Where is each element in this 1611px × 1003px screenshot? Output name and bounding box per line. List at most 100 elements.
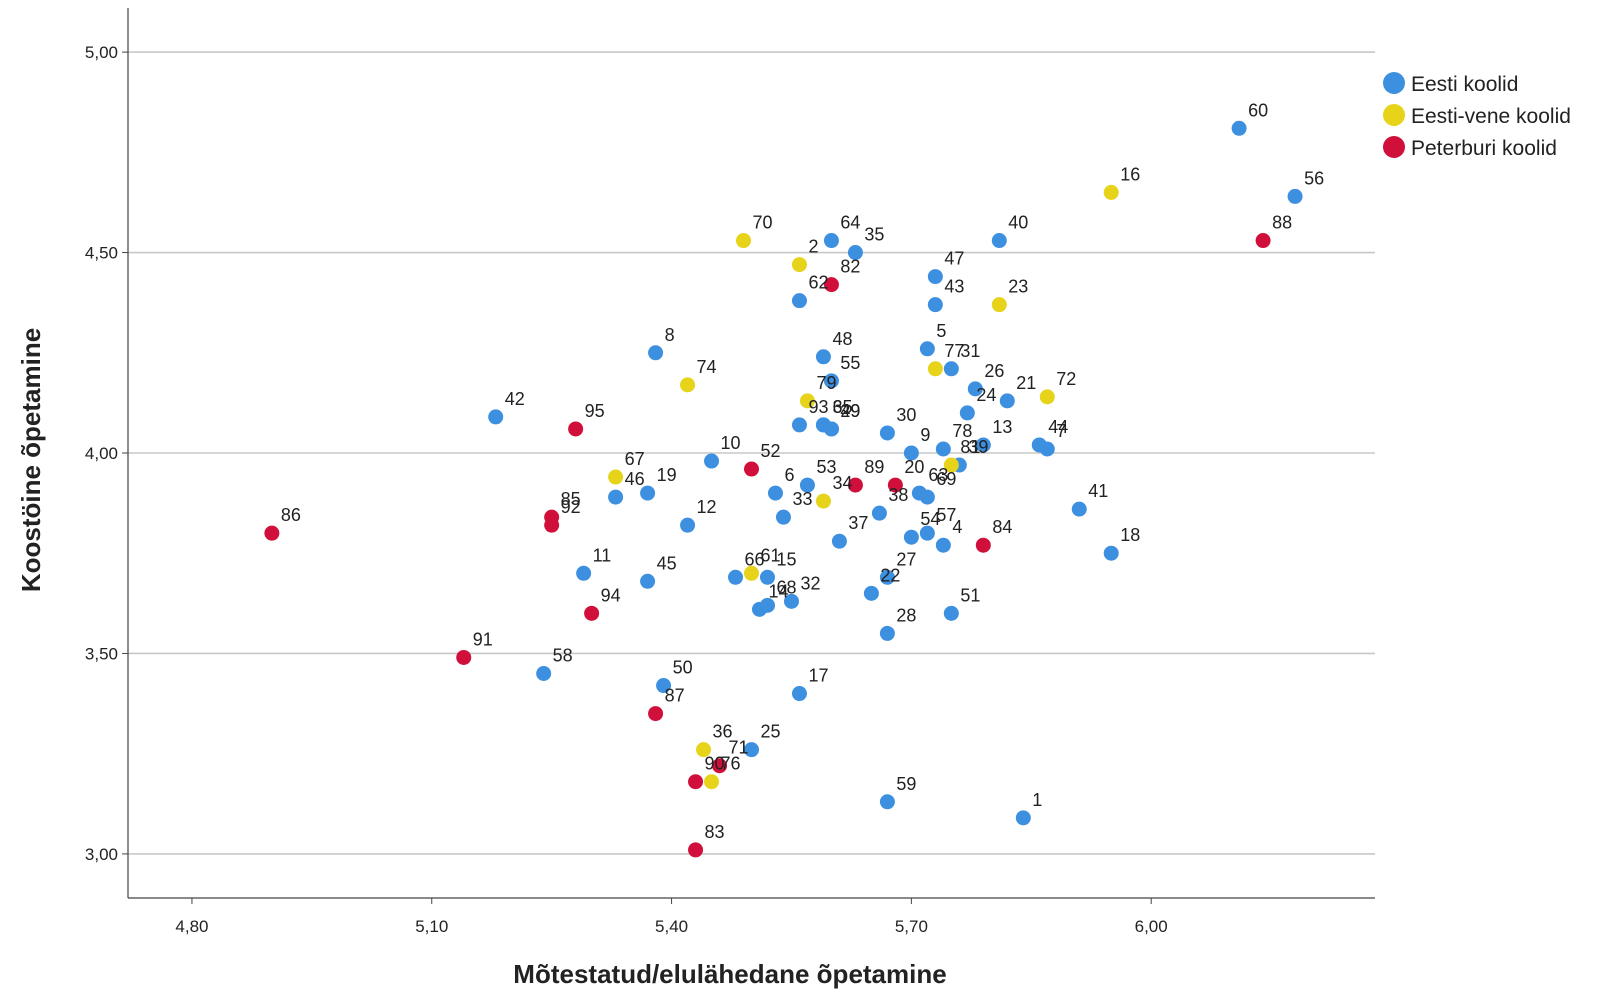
data-point-label: 50 <box>673 658 693 678</box>
data-point-label: 77 <box>944 341 964 361</box>
data-point-label: 47 <box>944 249 964 269</box>
data-point-label: 38 <box>888 485 908 505</box>
data-point-label: 41 <box>1088 481 1108 501</box>
data-point <box>943 457 959 473</box>
data-point-label: 88 <box>1272 213 1292 233</box>
data-point <box>879 794 895 810</box>
data-point-label: 48 <box>832 329 852 349</box>
x-tick-label: 5,10 <box>415 917 448 936</box>
data-point <box>744 742 759 758</box>
data-point <box>680 377 696 393</box>
data-point <box>648 345 664 361</box>
data-point-label: 57 <box>936 505 956 525</box>
data-point <box>568 421 584 437</box>
data-point <box>863 585 879 601</box>
data-point-label: 62 <box>808 273 828 293</box>
data-point <box>823 233 839 249</box>
data-point-label: 17 <box>808 666 828 686</box>
data-point-label: 27 <box>896 549 916 569</box>
data-point-label: 39 <box>968 437 988 457</box>
data-point-label: 23 <box>1008 277 1028 297</box>
data-point-label: 72 <box>1056 369 1076 389</box>
data-point-label: 55 <box>840 353 860 373</box>
data-point-label: 63 <box>928 465 948 485</box>
data-point-label: 15 <box>776 549 796 569</box>
legend-label: Peterburi koolid <box>1411 137 1557 160</box>
data-point-label: 69 <box>936 469 956 489</box>
x-tick-label: 5,40 <box>655 917 688 936</box>
data-point <box>736 233 752 249</box>
data-point <box>640 573 656 589</box>
data-point-label: 44 <box>1048 417 1068 437</box>
axes <box>122 8 1375 904</box>
data-point-label: 89 <box>864 457 884 477</box>
data-point-label: 52 <box>761 441 781 461</box>
data-point-label: 51 <box>960 585 980 605</box>
legend-marker <box>1383 104 1405 126</box>
data-point-label: 29 <box>840 401 860 421</box>
data-point-label: 8 <box>665 325 675 345</box>
data-point-label: 4 <box>952 517 962 537</box>
data-point <box>831 533 847 549</box>
data-point-label: 83 <box>705 822 725 842</box>
legend-label: Eesti koolid <box>1411 73 1518 96</box>
data-point-label: 86 <box>281 505 301 525</box>
data-point <box>1231 120 1247 136</box>
data-point <box>1287 188 1303 204</box>
y-axis-title: Koostöine õpetamine <box>16 328 46 592</box>
data-point <box>1103 545 1119 561</box>
data-point-label: 60 <box>1248 100 1268 120</box>
data-point <box>783 593 799 609</box>
data-point-label: 9 <box>920 425 930 445</box>
data-point <box>815 349 831 365</box>
data-point <box>791 257 807 273</box>
data-point-label: 78 <box>952 421 972 441</box>
data-point-label: 71 <box>729 738 749 758</box>
data-point-label: 70 <box>753 213 773 233</box>
data-point-label: 85 <box>561 489 581 509</box>
data-point <box>847 477 863 493</box>
data-point-label: 34 <box>832 473 852 493</box>
data-point-label: 95 <box>585 401 605 421</box>
data-point <box>1071 501 1087 517</box>
data-point-label: 43 <box>944 277 964 297</box>
data-point <box>823 373 839 389</box>
data-point <box>1255 233 1271 249</box>
data-point <box>847 245 863 261</box>
data-point-label: 3 <box>832 397 842 417</box>
data-point-label: 45 <box>657 553 677 573</box>
data-point <box>744 461 759 477</box>
data-point <box>991 297 1007 313</box>
data-point-label: 36 <box>713 722 733 742</box>
point-labels: 1345678910111213141517181921222425262728… <box>281 100 1324 842</box>
data-point <box>648 706 664 722</box>
data-point-label: 94 <box>601 585 621 605</box>
data-point-label: 1 <box>1032 790 1042 810</box>
y-tick-label: 5,00 <box>85 43 118 62</box>
data-point-label: 46 <box>625 469 645 489</box>
data-point-label: 5 <box>936 321 946 341</box>
data-point-label: 35 <box>864 225 884 245</box>
data-point <box>935 537 951 553</box>
data-point <box>903 529 919 545</box>
legend-label: Eesti-vene koolid <box>1411 105 1571 128</box>
data-point-label: 66 <box>745 549 765 569</box>
data-point <box>656 678 672 694</box>
y-tick-label: 4,50 <box>85 244 118 263</box>
data-point <box>999 393 1015 409</box>
tick-labels: 3,00 3,50 4,00 4,50 5,00 4,80 5,10 5,40 5,70 6,00 <box>85 43 1168 936</box>
data-point-label: 56 <box>1304 168 1324 188</box>
data-point <box>688 774 704 790</box>
data-point <box>1039 389 1055 405</box>
data-point-label: 74 <box>697 357 717 377</box>
data-point-label: 10 <box>721 433 741 453</box>
data-point <box>712 758 728 774</box>
data-point <box>991 233 1007 249</box>
legend: Eesti koolid Eesti-vene koolid Peterburi k… <box>1383 72 1571 160</box>
data-point-label: 19 <box>657 465 677 485</box>
data-point <box>943 605 959 621</box>
data-point <box>927 269 943 285</box>
data-point <box>791 686 807 702</box>
data-point <box>608 469 624 485</box>
